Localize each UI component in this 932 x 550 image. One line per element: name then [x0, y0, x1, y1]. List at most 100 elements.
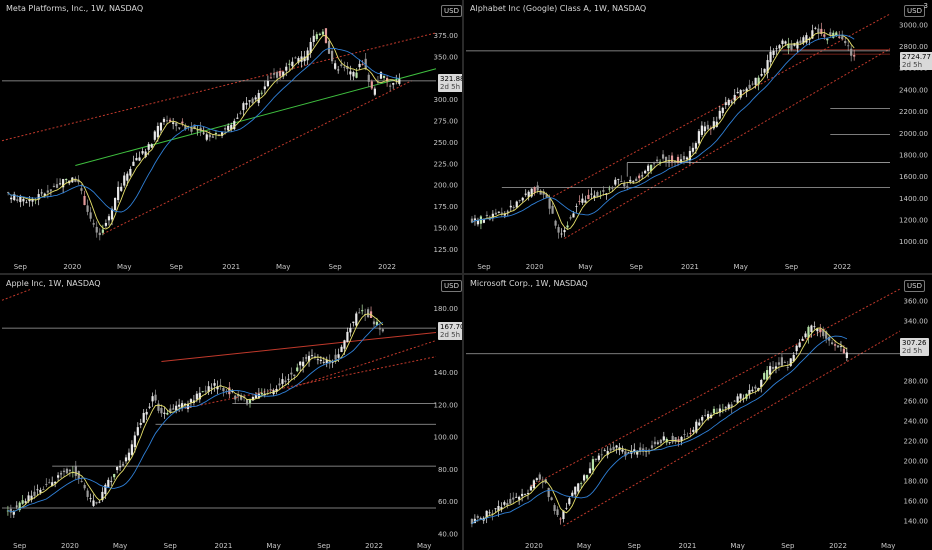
panel-meta[interactable]: 125.00 150.00 175.00 200.00 225.00 250.00 275.… — [0, 0, 462, 273]
candle-body — [763, 373, 766, 380]
candle-body — [547, 487, 550, 498]
candle-body — [777, 362, 781, 365]
meta-chart[interactable]: 125.00 150.00 175.00 200.00 225.00 250.00 275.… — [0, 0, 462, 273]
candle-body — [147, 144, 150, 150]
microsoft-price-label: 307.26 2d 5h — [900, 338, 929, 356]
candle-body — [208, 134, 211, 138]
top-right-number: 3 — [923, 2, 928, 10]
candle-body — [816, 328, 819, 332]
candle-body — [340, 346, 343, 353]
candle-body — [233, 120, 236, 130]
candle-body — [585, 474, 589, 479]
candle-body — [491, 213, 494, 218]
apple-chart[interactable]: 40.00 60.00 80.00 100.00 120.00 140.00 180.00 S… — [0, 275, 462, 550]
candle-body — [358, 312, 361, 314]
panel-microsoft[interactable]: 140.00 160.00 180.00 200.00 220.00 240.00 260.… — [464, 275, 932, 550]
x-tick-label: May — [733, 263, 747, 271]
x-tick-label: May — [417, 542, 431, 550]
y-tick-label: 140.00 — [434, 369, 459, 377]
candle-body — [117, 186, 120, 201]
candle-body — [254, 394, 258, 399]
candle-body — [282, 71, 285, 77]
candle-body — [113, 473, 116, 478]
candle-body — [739, 90, 742, 98]
candle-body — [620, 181, 623, 182]
y-tick-label: 1600.00 — [899, 173, 928, 181]
ma-slow-line — [7, 322, 384, 513]
candle-body — [562, 510, 565, 520]
candle-body — [59, 473, 63, 475]
candle-body — [367, 74, 370, 82]
y-tick-label: 340.00 — [904, 318, 929, 326]
panel-apple[interactable]: 40.00 60.00 80.00 100.00 120.00 140.00 180.00 S… — [0, 275, 462, 550]
candle-body — [230, 124, 233, 130]
candle-body — [763, 68, 766, 73]
trend-line — [184, 356, 437, 409]
candle-body — [679, 159, 683, 163]
candle-body — [136, 427, 139, 436]
candle-body — [54, 481, 57, 484]
candle-body — [349, 327, 352, 333]
horizontal-separator[interactable] — [0, 273, 932, 275]
candle-body — [760, 380, 763, 388]
candle-body — [293, 374, 296, 377]
candle-body — [801, 338, 804, 341]
candle-body — [757, 77, 760, 85]
candle-body — [602, 190, 605, 192]
candle-body — [364, 58, 367, 70]
candle-body — [518, 200, 521, 201]
candle-body — [574, 486, 577, 495]
candle-body — [27, 495, 30, 502]
candle-body — [15, 505, 18, 507]
candle-body — [266, 81, 270, 87]
candle-body — [521, 197, 524, 201]
candle-body — [503, 214, 506, 216]
candle-body — [257, 393, 260, 399]
candle-body — [718, 110, 721, 119]
candle-body — [346, 331, 349, 343]
candle-body — [766, 370, 769, 380]
candle-body — [793, 43, 796, 46]
candle-body — [316, 359, 320, 361]
candle-body — [40, 192, 43, 194]
alphabet-chart[interactable]: 1000.00 1200.00 1400.00 1600.00 1800.00 2000.… — [464, 0, 932, 273]
candle-body — [503, 502, 506, 505]
candle-body — [766, 60, 769, 74]
candle-body — [36, 489, 39, 491]
candle-body — [234, 395, 237, 400]
candle-body — [83, 484, 86, 489]
candle-body — [389, 85, 392, 87]
vertical-separator[interactable] — [462, 0, 464, 550]
apple-currency-button[interactable]: USD — [441, 280, 462, 292]
y-tick-label: 250.00 — [434, 139, 459, 147]
candle-body — [275, 72, 279, 78]
candle-body — [346, 66, 349, 70]
panel-alphabet[interactable]: 1000.00 1200.00 1400.00 1600.00 1800.00 2000.… — [464, 0, 932, 273]
x-tick-label: Sep — [317, 542, 331, 550]
candle-body — [526, 493, 530, 495]
alphabet-currency-button[interactable]: USD — [904, 5, 925, 17]
candle-body — [754, 386, 757, 389]
candle-body — [829, 32, 832, 35]
x-tick-label: Sep — [781, 542, 795, 550]
candle-body — [19, 195, 22, 203]
candle-body — [798, 342, 801, 348]
candle-body — [603, 449, 606, 451]
meta-currency-button[interactable]: USD — [441, 5, 462, 17]
x-tick-label: 2021 — [215, 542, 233, 550]
candle-body — [673, 160, 677, 163]
candle-body — [721, 107, 724, 114]
alphabet-price-label: 2724.77 2d 5h — [900, 52, 932, 70]
microsoft-chart[interactable]: 140.00 160.00 180.00 200.00 220.00 240.00 260.… — [464, 275, 932, 550]
candle-body — [42, 489, 45, 490]
candle-body — [671, 435, 674, 443]
candle-body — [635, 178, 638, 182]
apple-price-time: 2d 5h — [440, 331, 461, 339]
candle-body — [612, 446, 615, 450]
candle-body — [656, 442, 660, 444]
candle-body — [337, 354, 340, 358]
candle-body — [520, 493, 524, 497]
candle-body — [95, 502, 98, 504]
candle-body — [220, 132, 224, 136]
microsoft-currency-button[interactable]: USD — [904, 280, 925, 292]
